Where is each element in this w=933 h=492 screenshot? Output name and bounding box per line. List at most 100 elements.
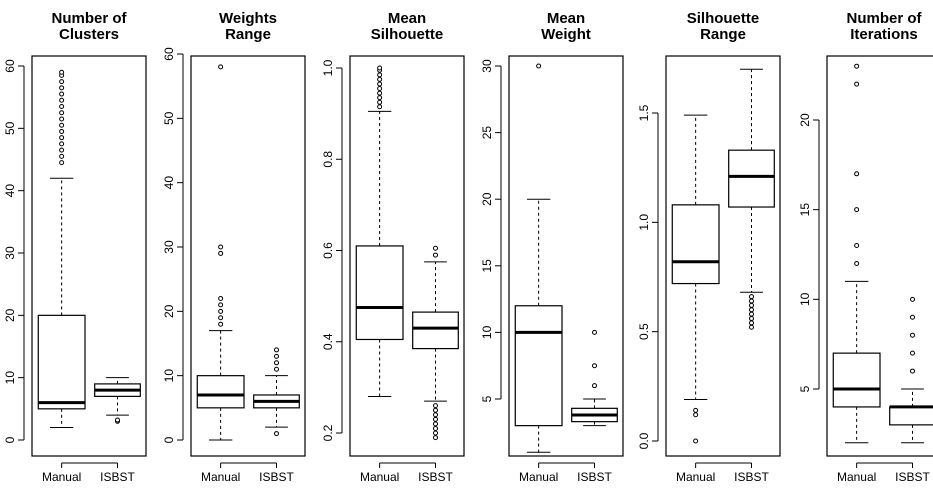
y-tick-label: 40	[3, 184, 17, 198]
outlier-point	[59, 104, 65, 110]
x-tick-label: Manual	[360, 470, 399, 484]
y-tick-label: 60	[162, 47, 176, 61]
box-iqr	[37, 314, 86, 410]
outlier-point	[433, 252, 438, 258]
x-tick-label: ISBST	[895, 470, 930, 484]
y-tick-label: 0	[162, 436, 176, 443]
y-tick-label: 0.6	[321, 242, 335, 259]
box-iqr	[412, 311, 459, 350]
outlier-point	[854, 207, 860, 213]
outlier-point	[693, 412, 699, 418]
y-tick-label: 10	[3, 371, 17, 385]
outlier-point	[274, 347, 279, 353]
outlier-point	[749, 324, 754, 330]
outlier-point	[749, 307, 754, 313]
outlier-point	[274, 360, 279, 366]
outlier-point	[433, 425, 438, 431]
outlier-point	[59, 110, 65, 116]
outlier-point	[433, 403, 438, 409]
outlier-point	[59, 85, 65, 91]
box-iqr	[355, 245, 404, 341]
outlier-point	[59, 141, 65, 147]
x-tick-label: Manual	[519, 470, 558, 484]
y-tick-label: 30	[3, 246, 17, 260]
outlier-point	[59, 147, 65, 153]
outlier-point	[59, 91, 65, 97]
outlier-point	[377, 65, 383, 71]
outlier-point	[274, 366, 279, 372]
outlier-point	[433, 245, 438, 251]
plot-frame	[31, 55, 147, 457]
outlier-point	[59, 97, 65, 103]
x-tick-label: ISBST	[100, 470, 135, 484]
plot-frame	[665, 55, 781, 457]
y-tick-label: 60	[3, 59, 17, 73]
outlier-point	[115, 417, 120, 423]
outlier-point	[218, 315, 224, 321]
outlier-point	[377, 81, 383, 87]
y-tick-label: 0	[3, 436, 17, 443]
x-tick-label: ISBST	[418, 470, 453, 484]
outlier-point	[218, 64, 224, 70]
outlier-point	[433, 412, 438, 418]
y-tick-label: 10	[480, 325, 494, 339]
outlier-point	[749, 294, 754, 300]
chart-title-line: Mean	[547, 10, 585, 27]
y-tick-label: 0.4	[321, 333, 335, 350]
chart-title-line: Iterations	[850, 26, 918, 43]
outlier-point	[749, 316, 754, 322]
y-tick-label: 0.5	[637, 323, 651, 340]
chart-title-line: Silhouette	[687, 10, 760, 27]
outlier-point	[433, 421, 438, 427]
outlier-point	[377, 104, 383, 110]
x-tick-label: Manual	[676, 470, 715, 484]
x-tick-label: Manual	[201, 470, 240, 484]
plot-frame	[508, 55, 624, 457]
outlier-point	[433, 430, 438, 436]
chart-title-line: Mean	[388, 10, 426, 27]
outlier-point	[218, 244, 224, 250]
outlier-point	[377, 86, 383, 92]
outlier-point	[218, 308, 224, 314]
outlier-point	[592, 383, 597, 389]
chart-title-line: Clusters	[59, 26, 119, 43]
y-tick-label: 30	[480, 59, 494, 73]
outlier-point	[910, 314, 915, 320]
outlier-point	[218, 295, 224, 301]
y-tick-label: 30	[162, 240, 176, 254]
outlier-point	[693, 438, 699, 444]
outlier-point	[59, 153, 65, 159]
y-tick-label: 10	[798, 292, 812, 306]
outlier-point	[910, 368, 915, 374]
outlier-point	[592, 363, 597, 369]
chart-title-line: Silhouette	[371, 26, 444, 43]
box-iqr	[728, 149, 775, 208]
box-iqr	[889, 406, 933, 426]
chart-title-line: Range	[225, 26, 271, 43]
outlier-point	[749, 298, 754, 304]
outlier-point	[377, 72, 383, 78]
outlier-point	[59, 128, 65, 134]
plot-frame	[190, 55, 306, 457]
outlier-point	[693, 407, 699, 413]
chart-title-line: Weight	[541, 26, 591, 43]
outlier-point	[910, 296, 915, 302]
box-iqr	[671, 204, 720, 285]
y-tick-label: 40	[162, 176, 176, 190]
outlier-point	[433, 416, 438, 422]
x-tick-label: Manual	[837, 470, 876, 484]
outlier-point	[749, 302, 754, 308]
outlier-point	[218, 302, 224, 308]
outlier-point	[59, 79, 65, 85]
outlier-point	[854, 171, 860, 177]
x-tick-label: ISBST	[577, 470, 612, 484]
outlier-point	[536, 63, 542, 69]
box-iqr	[196, 375, 245, 409]
outlier-point	[274, 353, 279, 359]
outlier-point	[854, 260, 860, 266]
